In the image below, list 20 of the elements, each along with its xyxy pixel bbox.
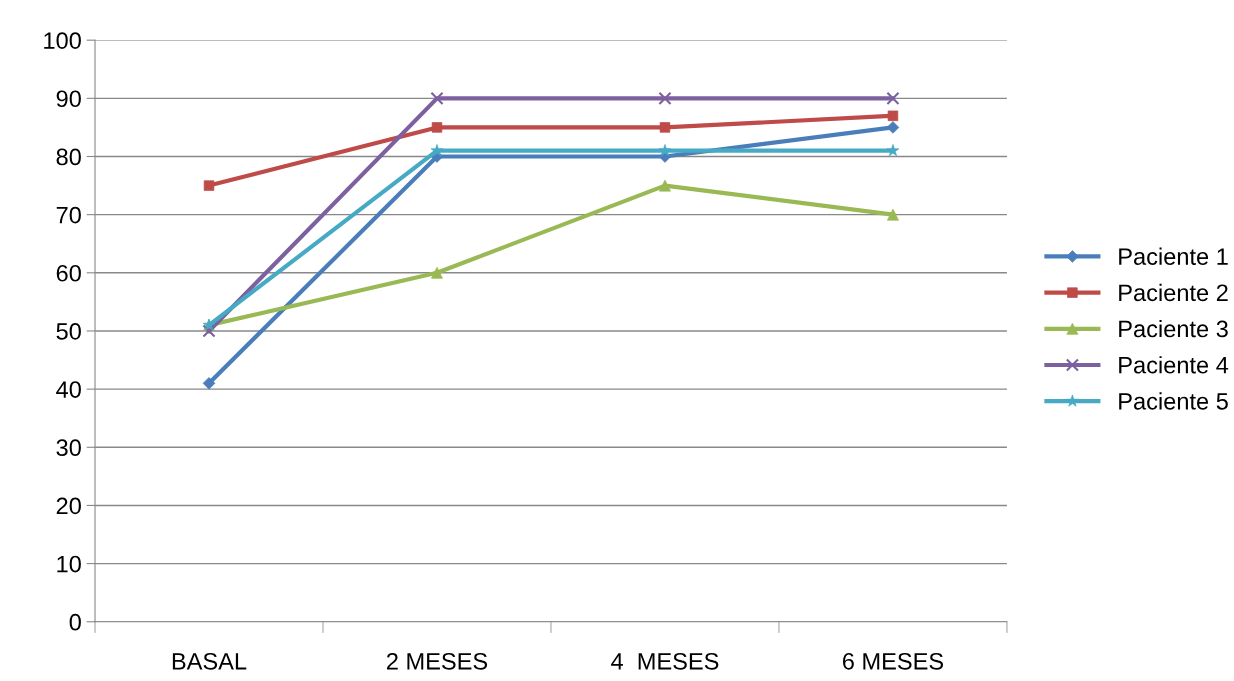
legend-label: Paciente 4 <box>1119 356 1229 374</box>
legend-label: Paciente 3 <box>1119 319 1228 338</box>
y-tick-label: 70 <box>56 206 81 224</box>
x-tick-label: BASAL <box>172 652 247 670</box>
y-tick-label: 50 <box>56 323 81 340</box>
y-tick-label: 40 <box>56 381 81 398</box>
y-tick-label: 90 <box>56 90 81 108</box>
y-tick-label: 10 <box>57 555 81 573</box>
legend-label: Paciente 5 <box>1119 392 1228 410</box>
y-tick-label: 80 <box>56 148 81 166</box>
x-tick-label: 4 MESES <box>611 652 719 670</box>
legend-label: Paciente 2 <box>1119 283 1228 302</box>
y-tick-label: 20 <box>56 497 81 515</box>
y-tick-label: 100 <box>44 32 81 49</box>
legend-label: Paciente 1 <box>1119 247 1228 265</box>
y-tick-label: 30 <box>56 439 81 457</box>
x-tick-label: 2 MESES <box>387 652 488 670</box>
x-tick-label: 6 MESES <box>842 652 944 670</box>
y-tick-label: 60 <box>56 264 81 282</box>
y-tick-label: 0 <box>69 613 81 631</box>
